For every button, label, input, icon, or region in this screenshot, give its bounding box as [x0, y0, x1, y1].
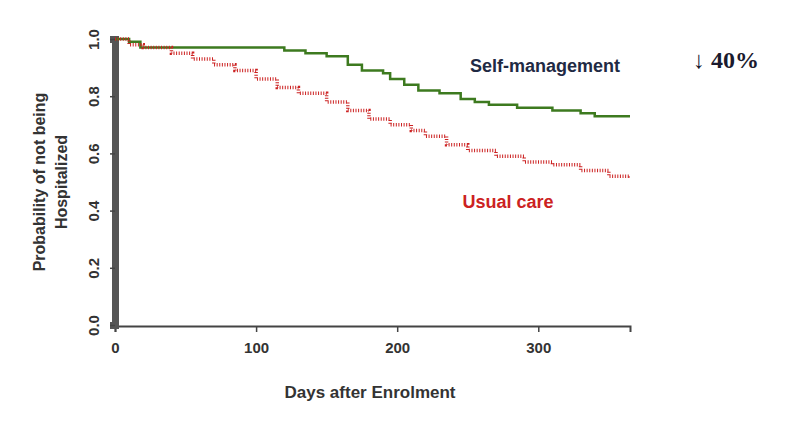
- annotation: ↓ 40%: [693, 47, 759, 73]
- y-tick-mark: [110, 39, 115, 41]
- y-tick-mark: [110, 210, 115, 212]
- x-axis: 0 100 200 300: [111, 326, 630, 356]
- y-tick: 1.0: [85, 29, 115, 50]
- x-tick: 200: [385, 326, 410, 356]
- y-tick: 0.4: [85, 200, 115, 222]
- y-tick-label: 0.2: [85, 258, 102, 279]
- y-tick-label: 0.8: [85, 86, 102, 107]
- y-tick-label: 1.0: [85, 29, 102, 50]
- x-tick-mark: [256, 326, 258, 332]
- y-tick-mark: [110, 268, 115, 270]
- y-axis-title: Hospitalized: [53, 135, 70, 229]
- x-axis-line: [116, 327, 631, 333]
- y-tick-label: 0.6: [85, 143, 102, 164]
- x-tick: 300: [526, 326, 551, 356]
- x-axis-title: Days after Enrolment: [285, 383, 456, 402]
- chart: 0 100 200 300 0.0 0.2 0.4 0.6 0.8 1.0 Self-managem…: [0, 0, 800, 426]
- x-tick-label: 300: [526, 339, 551, 356]
- x-tick-mark: [538, 326, 540, 332]
- y-axis-title: Probability of not being: [31, 93, 48, 272]
- y-tick: 0.2: [85, 258, 115, 279]
- x-tick: 100: [244, 326, 269, 356]
- x-tick-label: 200: [385, 339, 410, 356]
- series-label: Usual care: [462, 192, 553, 212]
- x-tick-label: 100: [244, 339, 269, 356]
- y-tick-mark: [110, 325, 115, 327]
- series-label: Self-management: [470, 56, 620, 76]
- y-tick: 0.0: [85, 315, 115, 336]
- y-tick-label: 0.0: [85, 315, 102, 336]
- series-line: [115, 39, 630, 116]
- y-axis-line: [110, 40, 116, 326]
- plot-area: [115, 39, 630, 179]
- x-tick-mark: [397, 326, 399, 332]
- series-line: [115, 39, 630, 179]
- x-tick-label: 0: [111, 339, 119, 356]
- y-tick-mark: [110, 96, 115, 98]
- y-axis: 0.0 0.2 0.4 0.6 0.8 1.0: [85, 29, 116, 336]
- y-tick-mark: [110, 153, 115, 155]
- x-tick: 0: [111, 326, 119, 356]
- y-tick: 0.8: [85, 86, 115, 107]
- y-tick-label: 0.4: [85, 200, 102, 222]
- y-tick: 0.6: [85, 143, 115, 164]
